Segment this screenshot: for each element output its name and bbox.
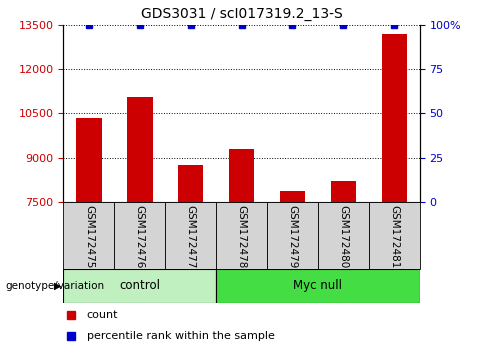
Text: GSM172479: GSM172479 — [287, 205, 298, 269]
Text: genotype/variation: genotype/variation — [5, 281, 104, 291]
Bar — [216, 269, 420, 303]
Text: GSM172481: GSM172481 — [389, 205, 399, 269]
Text: GSM172480: GSM172480 — [338, 205, 348, 268]
Text: GSM172478: GSM172478 — [237, 205, 246, 269]
Bar — [331, 181, 356, 202]
Text: GSM172476: GSM172476 — [135, 205, 145, 269]
Bar — [369, 202, 420, 269]
Bar — [76, 118, 102, 202]
Bar — [229, 149, 254, 202]
Bar — [318, 202, 369, 269]
Text: ▶: ▶ — [54, 281, 61, 291]
Text: percentile rank within the sample: percentile rank within the sample — [86, 331, 274, 341]
Bar — [63, 202, 114, 269]
Bar — [280, 192, 305, 202]
Bar — [216, 202, 267, 269]
Bar — [178, 165, 203, 202]
Bar — [165, 202, 216, 269]
Bar — [127, 97, 152, 202]
Title: GDS3031 / scI017319.2_13-S: GDS3031 / scI017319.2_13-S — [141, 7, 343, 21]
Text: control: control — [119, 279, 160, 292]
Text: GSM172477: GSM172477 — [185, 205, 196, 269]
Bar — [382, 34, 407, 202]
Text: Myc null: Myc null — [293, 279, 343, 292]
Text: count: count — [86, 309, 118, 320]
Text: GSM172475: GSM172475 — [84, 205, 94, 269]
Bar — [114, 202, 165, 269]
Bar — [63, 269, 216, 303]
Bar — [267, 202, 318, 269]
